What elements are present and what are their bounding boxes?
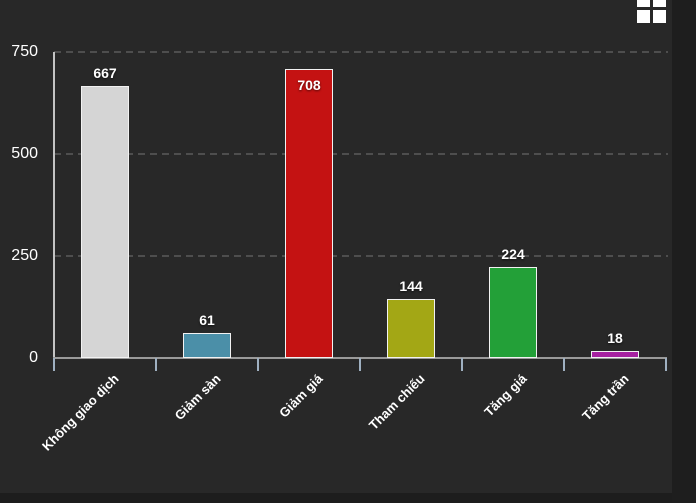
gridline-500 <box>54 153 668 155</box>
bar-value-label: 61 <box>199 312 215 329</box>
menu-square <box>653 0 666 7</box>
bar-tăng-trần[interactable] <box>591 350 639 358</box>
x-axis-tick <box>155 358 157 371</box>
x-axis-category-label: Giảm sàn <box>171 371 224 423</box>
gridline-250 <box>54 255 668 257</box>
menu-square <box>653 10 666 23</box>
menu-square <box>637 10 650 23</box>
x-axis-tick <box>461 358 463 371</box>
column-chart: 0 250 500 750 667 Không giao dịch 61 Giảm sàn 70… <box>11 43 668 454</box>
bar-tham-chiếu[interactable] <box>387 299 435 358</box>
y-axis-tick-label: 0 <box>29 349 38 366</box>
chart-context-menu-icon[interactable] <box>637 0 666 25</box>
y-axis-line <box>53 52 55 358</box>
y-axis-tick-label: 250 <box>11 247 38 264</box>
x-axis-tick <box>257 358 259 371</box>
bar-tăng-giá[interactable] <box>489 266 537 358</box>
bar-value-label: 224 <box>501 245 525 262</box>
bar-không-giao-dịch[interactable] <box>81 85 129 358</box>
bar-value-label: 667 <box>93 64 117 81</box>
bottom-bar <box>0 493 672 503</box>
x-axis-category-label: Tham chiếu <box>365 371 428 433</box>
gridline-750 <box>54 51 668 53</box>
x-axis-tick <box>665 358 667 371</box>
menu-square <box>637 0 650 7</box>
bar-value-label: 18 <box>607 329 623 346</box>
y-axis-tick-label: 500 <box>11 145 38 162</box>
y-axis-tick-label: 750 <box>11 43 38 60</box>
x-axis-category-label: Tăng giá <box>481 371 530 420</box>
x-axis-category-label: Tăng trần <box>579 371 632 424</box>
x-axis-category-label: Giảm giá <box>276 371 326 421</box>
bar-value-label: 708 <box>297 77 321 94</box>
x-axis-tick <box>563 358 565 371</box>
x-axis-tick <box>53 358 55 371</box>
bar-giảm-giá[interactable] <box>285 69 333 358</box>
bar-giảm-sàn[interactable] <box>183 333 231 358</box>
bar-value-label: 144 <box>399 278 423 295</box>
x-axis-tick <box>359 358 361 371</box>
right-panel-strip <box>672 0 696 503</box>
